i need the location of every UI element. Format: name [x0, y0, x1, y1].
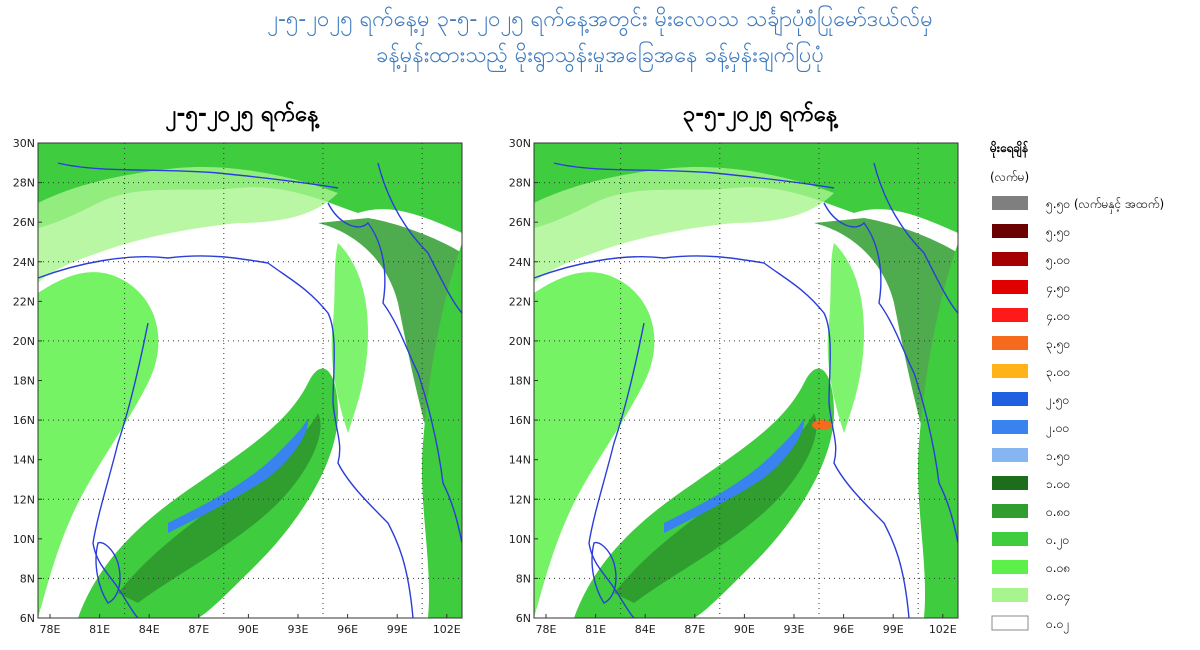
legend-swatch [992, 224, 1028, 238]
y-axis-label: 24N [13, 256, 35, 269]
map-title: ၃-၅-၂၀၂၅ ရက်နေ့ [683, 100, 840, 132]
y-axis-label: 16N [13, 414, 35, 427]
x-axis-label: 90E [238, 623, 259, 636]
y-axis-label: 16N [509, 414, 531, 427]
legend-label: ၅.၅၀ [1046, 225, 1070, 242]
y-axis-label: 18N [13, 375, 35, 388]
legend-swatch [992, 560, 1028, 574]
legend-swatch [992, 420, 1028, 434]
x-axis-label: 81E [585, 623, 606, 636]
legend-label: ၁.၀၀ [1046, 477, 1070, 491]
legend-swatch [992, 336, 1028, 350]
y-axis-label: 28N [13, 177, 35, 190]
x-axis-label: 96E [833, 623, 854, 636]
legend-label: ၅.၀၀ [1046, 253, 1070, 270]
y-axis-label: 22N [13, 295, 35, 308]
x-axis-label: 93E [784, 623, 805, 636]
x-axis-label: 87E [684, 623, 705, 636]
y-axis-label: 14N [13, 454, 35, 467]
legend-label: ၀.၈၀ [1046, 505, 1070, 519]
legend-swatch [992, 364, 1028, 378]
x-axis-label: 78E [536, 623, 557, 636]
legend-swatch [992, 392, 1028, 406]
legend-unit: (လက်မ) [990, 169, 1029, 184]
legend-label: ၂.၀၀ [1046, 421, 1069, 438]
map-panel [38, 143, 462, 618]
y-axis-label: 10N [13, 533, 35, 546]
map-image [38, 143, 462, 618]
x-axis-label: 87E [188, 623, 209, 636]
legend-swatch [992, 532, 1028, 546]
x-axis-label: 99E [883, 623, 904, 636]
x-axis-label: 102E [929, 623, 957, 636]
x-axis-label: 93E [288, 623, 309, 636]
y-axis-label: 14N [509, 454, 531, 467]
y-axis-label: 8N [516, 572, 531, 585]
legend-swatch [992, 588, 1028, 602]
axes: 30N 28N 26N 24N 22N 20N 18N 16N 14N 12N 10N 8N 6N 78E… [13, 137, 958, 636]
legend-label: ၁.၅၀ [1046, 449, 1070, 466]
map-title: ၂-၅-၂၀၂၅ ရက်နေ့ [166, 100, 321, 132]
legend-label: ၄.၅၀ [1046, 281, 1070, 298]
legend-swatch [992, 476, 1028, 490]
legend-label: ၀.၂၀ [1046, 533, 1069, 550]
legend-swatch [992, 280, 1028, 294]
y-axis-label: 24N [509, 256, 531, 269]
x-axis-label: 84E [139, 623, 160, 636]
legend-label: ၅.၅၀ (လက်မနှင့် အထက်) [1046, 196, 1164, 214]
y-axis-label: 20N [13, 335, 35, 348]
y-axis-label: 26N [13, 216, 35, 229]
x-axis-label: 99E [387, 623, 408, 636]
y-axis-label: 18N [509, 375, 531, 388]
legend-title: မိုးရေချိန် [989, 139, 1029, 159]
x-axis-label: 102E [433, 623, 461, 636]
legend-label: ၀.၀၈ [1046, 561, 1070, 575]
legend-swatch [992, 448, 1028, 462]
y-axis-label: 12N [13, 493, 35, 506]
legend-label: ၃.၅၀ [1046, 337, 1070, 354]
y-axis-label: 12N [509, 493, 531, 506]
map-panel [534, 143, 958, 618]
legend-label: ၀.၀၂ [1046, 617, 1069, 634]
y-axis-label: 6N [516, 612, 531, 625]
legend-swatch [992, 252, 1028, 266]
y-axis-label: 28N [509, 177, 531, 190]
legend-swatch [992, 504, 1028, 518]
x-axis-label: 96E [337, 623, 358, 636]
y-axis-label: 30N [509, 137, 531, 150]
y-axis-label: 22N [509, 295, 531, 308]
x-axis-label: 84E [635, 623, 656, 636]
y-axis-label: 6N [20, 612, 35, 625]
legend-label: ၄.၀၀ [1046, 309, 1070, 326]
legend-swatch [991, 615, 1029, 631]
legend-swatch [992, 196, 1028, 210]
x-axis-label: 90E [734, 623, 755, 636]
title-line: ၂-၅-၂၀၂၅ ရက်နေ့မှ ၃-၅-၂၀၂၅ ရက်နေ့အတွင်း … [267, 5, 933, 37]
y-axis-label: 26N [509, 216, 531, 229]
rain-hotspot [812, 420, 832, 430]
y-axis-label: 20N [509, 335, 531, 348]
x-axis-label: 78E [40, 623, 61, 636]
legend-swatch [992, 308, 1028, 322]
map-image [534, 143, 958, 618]
y-axis-label: 8N [20, 572, 35, 585]
legend-label: ၀.၀၄ [1046, 589, 1070, 606]
y-axis-label: 10N [509, 533, 531, 546]
title-line: ခန့်မှန်းထားသည့် မိုးရွာသွန်းမှုအခြေအနေ … [376, 41, 824, 73]
legend: မိုးရေချိန် (လက်မ) ၅.၅၀ (လက်မနှင့် အထက်) ၅.… [989, 139, 1164, 634]
legend-label: ၂.၅၀ [1046, 393, 1069, 410]
x-axis-label: 81E [89, 623, 110, 636]
legend-label: ၃.၀၀ [1046, 365, 1070, 382]
y-axis-label: 30N [13, 137, 35, 150]
